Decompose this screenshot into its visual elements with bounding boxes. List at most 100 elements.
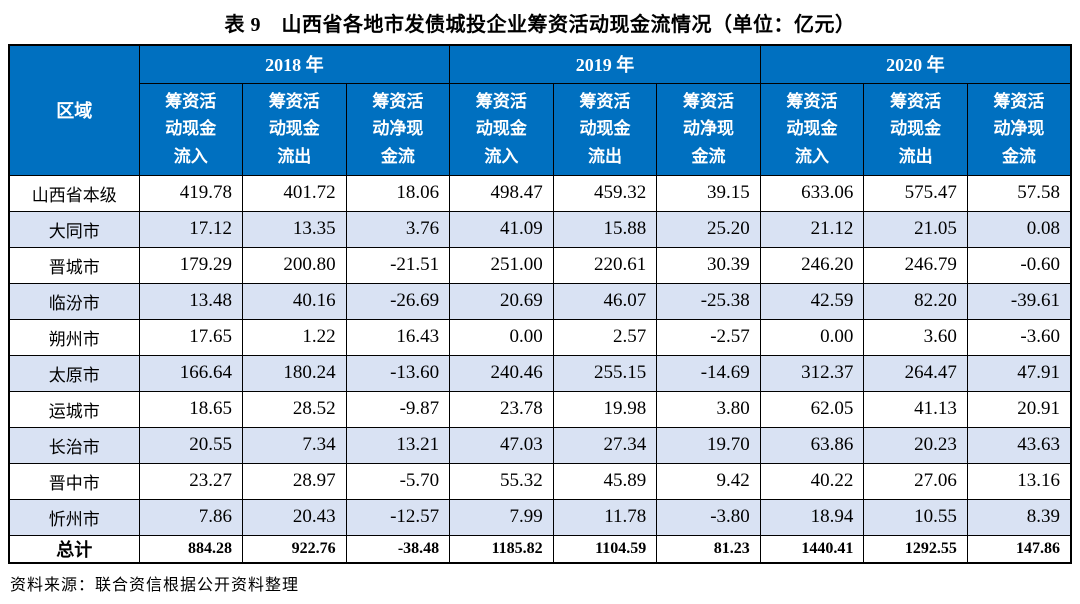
- value-cell: 46.07: [552, 282, 658, 320]
- total-value-cell: 1292.55: [863, 534, 968, 563]
- total-value-cell: 81.23: [656, 534, 761, 563]
- value-cell: 16.43: [345, 318, 451, 356]
- value-cell: 41.13: [863, 390, 968, 428]
- col-header-2019-outflow: 筹资活 动现金 流出: [552, 82, 658, 176]
- col-header-2019-inflow: 筹资活 动现金 流入: [449, 82, 554, 176]
- col-header-2020-inflow: 筹资活 动现金 流入: [759, 82, 865, 176]
- value-cell: 23.78: [449, 390, 554, 428]
- table-row: 朔州市 17.65 1.22 16.43 0.00 2.57 -2.57 0.0…: [8, 318, 1072, 356]
- value-cell: -25.38: [656, 282, 761, 320]
- value-cell: 0.08: [966, 210, 1072, 248]
- total-value-cell: 922.76: [242, 534, 347, 563]
- region-cell: 太原市: [8, 354, 140, 392]
- region-cell: 运城市: [8, 390, 140, 428]
- value-cell: 39.15: [656, 174, 761, 212]
- value-cell: 27.34: [552, 426, 658, 464]
- year-header-2018: 2018 年: [138, 44, 451, 84]
- value-cell: -12.57: [345, 498, 451, 536]
- value-cell: 47.91: [966, 354, 1072, 392]
- value-cell: 13.21: [345, 426, 451, 464]
- total-label-cell: 总计: [8, 534, 140, 563]
- region-cell: 晋中市: [8, 462, 140, 500]
- value-cell: 0.00: [449, 318, 554, 356]
- value-cell: 82.20: [863, 282, 968, 320]
- table-row: 大同市 17.12 13.35 3.76 41.09 15.88 25.20 2…: [8, 210, 1072, 248]
- value-cell: 27.06: [863, 462, 968, 500]
- value-cell: 251.00: [449, 246, 554, 284]
- region-cell: 晋城市: [8, 246, 140, 284]
- region-cell: 大同市: [8, 210, 140, 248]
- value-cell: 43.63: [966, 426, 1072, 464]
- value-cell: -9.87: [345, 390, 451, 428]
- region-cell: 山西省本级: [8, 174, 140, 212]
- value-cell: 7.34: [242, 426, 347, 464]
- value-cell: 28.52: [242, 390, 347, 428]
- col-header-2018-net: 筹资活 动净现 金流: [345, 82, 451, 176]
- value-cell: 41.09: [449, 210, 554, 248]
- value-cell: 10.55: [863, 498, 968, 536]
- col-header-2020-outflow: 筹资活 动现金 流出: [863, 82, 968, 176]
- value-cell: 264.47: [863, 354, 968, 392]
- value-cell: 15.88: [552, 210, 658, 248]
- region-cell: 朔州市: [8, 318, 140, 356]
- value-cell: -5.70: [345, 462, 451, 500]
- value-cell: 18.06: [345, 174, 451, 212]
- value-cell: 17.65: [138, 318, 244, 356]
- value-cell: 17.12: [138, 210, 244, 248]
- value-cell: 575.47: [863, 174, 968, 212]
- value-cell: 255.15: [552, 354, 658, 392]
- value-cell: -3.80: [656, 498, 761, 536]
- value-cell: 28.97: [242, 462, 347, 500]
- value-cell: 1.22: [242, 318, 347, 356]
- value-cell: 40.22: [759, 462, 865, 500]
- table-row: 晋中市 23.27 28.97 -5.70 55.32 45.89 9.42 4…: [8, 462, 1072, 500]
- region-cell: 忻州市: [8, 498, 140, 536]
- col-header-2020-net: 筹资活 动净现 金流: [966, 82, 1072, 176]
- value-cell: 30.39: [656, 246, 761, 284]
- value-cell: -13.60: [345, 354, 451, 392]
- value-cell: 63.86: [759, 426, 865, 464]
- total-value-cell: 1104.59: [552, 534, 658, 563]
- value-cell: 20.55: [138, 426, 244, 464]
- table-header: 区域 2018 年 2019 年 2020 年 筹资活 动现金 流入 筹资活 动…: [8, 44, 1072, 176]
- sub-header-row: 筹资活 动现金 流入 筹资活 动现金 流出 筹资活 动净现 金流 筹资活 动现金…: [9, 82, 1072, 176]
- value-cell: 166.64: [138, 354, 244, 392]
- value-cell: 401.72: [242, 174, 347, 212]
- value-cell: 3.76: [345, 210, 451, 248]
- year-header-row: 区域 2018 年 2019 年 2020 年: [8, 44, 1072, 176]
- value-cell: 8.39: [966, 498, 1072, 536]
- value-cell: -0.60: [966, 246, 1072, 284]
- value-cell: 200.80: [242, 246, 347, 284]
- value-cell: 7.86: [138, 498, 244, 536]
- value-cell: -21.51: [345, 246, 451, 284]
- value-cell: 13.48: [138, 282, 244, 320]
- value-cell: 459.32: [552, 174, 658, 212]
- value-cell: 57.58: [966, 174, 1072, 212]
- region-column-header: 区域: [8, 44, 140, 176]
- col-header-2018-outflow: 筹资活 动现金 流出: [242, 82, 347, 176]
- value-cell: 240.46: [449, 354, 554, 392]
- total-value-cell: 147.86: [966, 534, 1072, 563]
- value-cell: 2.57: [552, 318, 658, 356]
- value-cell: 312.37: [759, 354, 865, 392]
- value-cell: 18.65: [138, 390, 244, 428]
- value-cell: -2.57: [656, 318, 761, 356]
- value-cell: 40.16: [242, 282, 347, 320]
- value-cell: 11.78: [552, 498, 658, 536]
- total-value-cell: 1185.82: [449, 534, 554, 563]
- total-value-cell: 884.28: [138, 534, 244, 563]
- col-header-2019-net: 筹资活 动净现 金流: [656, 82, 761, 176]
- value-cell: 246.79: [863, 246, 968, 284]
- value-cell: 13.35: [242, 210, 347, 248]
- data-source-note: 资料来源：联合资信根据公开资料整理: [10, 576, 300, 594]
- value-cell: 3.80: [656, 390, 761, 428]
- total-value-cell: 1440.41: [759, 534, 865, 563]
- value-cell: 21.05: [863, 210, 968, 248]
- table-footer: 总计 884.28 922.76 -38.48 1185.82 1104.59 …: [8, 534, 1072, 563]
- table-row: 山西省本级 419.78 401.72 18.06 498.47 459.32 …: [8, 174, 1072, 212]
- value-cell: 13.16: [966, 462, 1072, 500]
- value-cell: 20.91: [966, 390, 1072, 428]
- financing-cashflow-table: 区域 2018 年 2019 年 2020 年 筹资活 动现金 流入 筹资活 动…: [8, 44, 1072, 564]
- value-cell: -26.69: [345, 282, 451, 320]
